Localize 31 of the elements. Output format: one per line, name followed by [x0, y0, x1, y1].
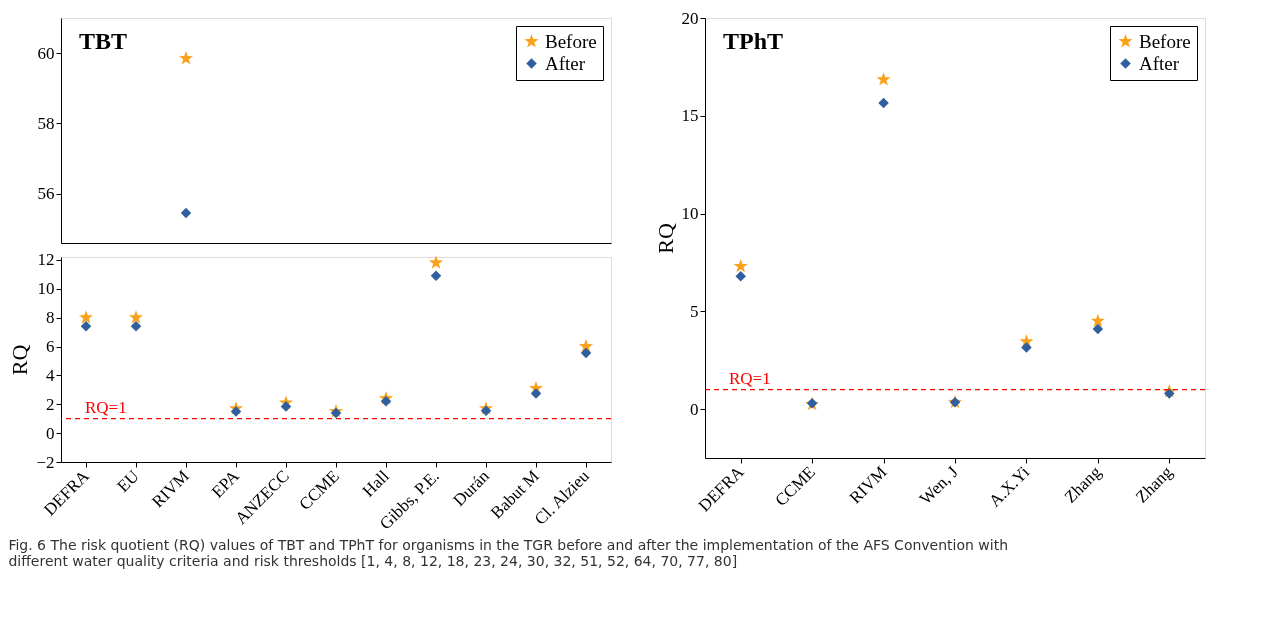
legend-label: Before [1139, 30, 1191, 52]
y-tick-label: 10 [37, 279, 55, 299]
ref-line-label: RQ=1 [729, 368, 771, 388]
y-tick-label: −2 [36, 452, 55, 472]
y-tick-label: 15 [681, 106, 699, 126]
y-tick-label: 58 [37, 113, 55, 133]
y-axis-title: RQ [7, 344, 33, 376]
legend-label: After [1139, 52, 1180, 74]
x-tick-label: Hall [358, 466, 394, 501]
y-tick-label: 5 [690, 301, 699, 321]
y-tick-label: 20 [681, 8, 699, 28]
chart-title: TBT [79, 28, 128, 54]
x-tick-label: EU [113, 466, 143, 496]
y-tick-label: 4 [46, 365, 55, 385]
y-tick-label: 0 [690, 399, 699, 419]
ref-line-label: RQ=1 [85, 397, 127, 417]
y-tick-label: 2 [46, 394, 55, 414]
y-tick-label: 56 [37, 184, 55, 204]
y-tick-label: 6 [46, 337, 55, 357]
caption: Fig. 6 The risk quotient (RQ) values of TBT and TPhT for organisms in the TGR before and after the implementation of the AFS Convention with different water quality criteria and risk thresholds [1, 4, 8, 12, 18, 23, 24, 30, 32, 51, 52, 64, 70, 77, 80] [8, 536, 1009, 569]
y-tick-label: 60 [37, 43, 55, 63]
x-tick-label: EPA [207, 465, 244, 502]
x-tick-label: Wen, J [916, 462, 963, 509]
legend-label: After [545, 52, 586, 74]
y-tick-label: 8 [46, 308, 55, 328]
legend-label: Before [545, 30, 597, 52]
y-axis-title: RQ [652, 223, 678, 254]
y-tick-label: 12 [37, 250, 55, 270]
y-tick-label: 10 [681, 204, 699, 224]
chart-title: TPhT [723, 28, 784, 54]
y-tick-label: 0 [46, 423, 55, 443]
